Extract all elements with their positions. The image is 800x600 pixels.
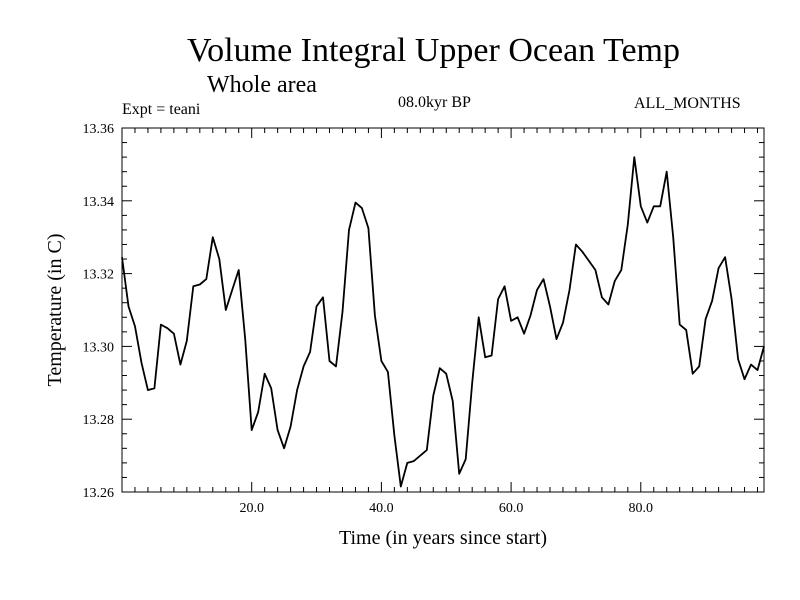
y-tick-label: 13.34 [83,195,115,210]
x-tick-label: 20.0 [239,501,264,516]
y-tick-label: 13.28 [83,413,115,428]
x-tick-label: 40.0 [369,501,394,516]
months-label: ALL_MONTHS [634,95,741,112]
chart-title: Volume Integral Upper Ocean Temp [187,32,680,69]
experiment-label: Expt = teani [122,101,201,118]
x-axis-label: Time (in years since start) [339,527,547,549]
y-tick-label: 13.26 [83,486,115,501]
plot-frame [121,127,765,493]
chart-subtitle: Whole area [207,72,317,98]
x-tick-label: 80.0 [629,501,654,516]
x-tick-label: 60.0 [499,501,524,516]
y-tick-label: 13.30 [83,340,115,355]
period-label: 08.0kyr BP [398,94,471,111]
y-tick-label: 13.32 [83,268,115,283]
y-axis-label: Temperature (in C) [44,234,66,387]
y-tick-label: 13.36 [83,122,115,137]
series-line-temperature [121,156,765,488]
